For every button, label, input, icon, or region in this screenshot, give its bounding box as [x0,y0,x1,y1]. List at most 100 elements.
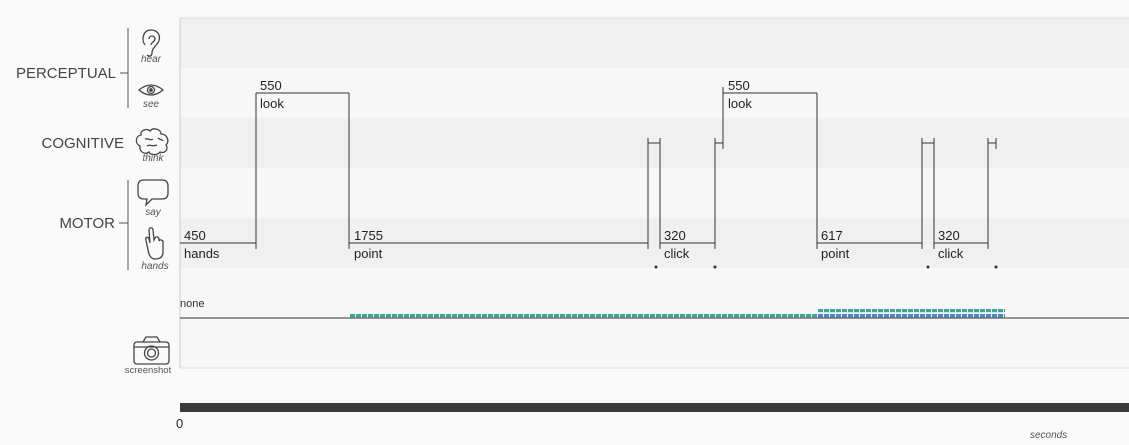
memory-chunk [854,314,859,318]
memory-chunk [896,314,901,318]
operator-look[interactable] [255,92,350,249]
memory-chunk [644,314,649,318]
operator-duration: 550 [260,78,282,93]
memory-chunk [866,309,871,313]
ear-icon [142,29,161,57]
memory-chunk [680,314,685,318]
memory-chunk [938,314,943,318]
operator-cognitive-attend[interactable] [715,87,724,149]
memory-chunk [980,309,985,313]
memory-chunk [422,314,427,318]
operator-cognitive-end[interactable] [988,138,997,149]
memory-chunk [866,314,871,318]
memory-chunk [818,309,823,313]
memory-chunk [542,314,547,318]
memory-chunk [986,314,991,318]
scrollbar-track[interactable] [180,403,1129,412]
memory-chunk [692,314,697,318]
memory-chunk [956,314,961,318]
operator-duration: 617 [821,228,843,243]
time-scrollbar[interactable] [180,403,1129,412]
operator-click[interactable] [660,138,716,249]
memory-chunk [356,314,361,318]
memory-chunk [758,314,763,318]
memory-chunk [554,314,559,318]
memory-chunk [530,314,535,318]
memory-chunk [794,314,799,318]
resource-icons: hear see think say hands [125,29,172,376]
memory-chunk [572,314,577,318]
operator-cognitive-initiate[interactable] [922,138,935,249]
memory-chunk [686,314,691,318]
memory-chunk [788,314,793,318]
memory-chunk [446,314,451,318]
memory-chunk [746,314,751,318]
camera-icon [133,336,170,365]
memory-chunk [926,314,931,318]
memory-chunk [818,314,823,318]
memory-chunk [842,314,847,318]
resource-see-label: see [143,99,160,110]
category-cognitive: COGNITIVE [41,135,124,152]
memory-chunk [650,314,655,318]
memory-chunk [470,314,475,318]
resource-think-label: think [142,153,164,164]
memory-chunk [494,314,499,318]
operator-click[interactable] [934,138,989,249]
category-labels: PERCEPTUAL COGNITIVE MOTOR [16,28,129,270]
memory-chunk [884,314,889,318]
memory-chunk [836,314,841,318]
memory-chunk [950,309,955,313]
operator-look[interactable] [723,92,818,249]
memory-chunk [800,314,805,318]
resource-hear-label: hear [141,54,162,65]
operator-point[interactable] [349,138,649,249]
memory-chunk [980,314,985,318]
memory-chunk [368,314,373,318]
memory-chunk [410,314,415,318]
resource-say-label: say [145,207,162,218]
memory-chunk [944,314,949,318]
memory-chunk [350,314,355,318]
memory-chunk [698,314,703,318]
memory-chunk-row-blue [818,314,1005,318]
operator-label: point [821,246,850,261]
memory-chunk [872,314,877,318]
event-dot [654,265,658,269]
memory-chunk [896,309,901,313]
memory-chunk [914,309,919,313]
memory-chunk [704,314,709,318]
memory-chunk [902,309,907,313]
memory-chunk [998,309,1003,313]
memory-chunk [890,309,895,313]
memory-chunk [776,314,781,318]
memory-chunk [782,314,787,318]
speech-bubble-icon [137,179,169,207]
memory-chunk [440,314,445,318]
memory-chunk [500,314,505,318]
memory-chunk [632,314,637,318]
operator-cognitive-initiate[interactable] [648,138,661,249]
operator-label: click [938,246,964,261]
event-dot [926,265,930,269]
operator-duration: 450 [184,228,206,243]
memory-chunk [380,314,385,318]
memory-chunk [620,314,625,318]
memory-chunk [560,314,565,318]
memory-chunk [992,309,997,313]
memory-chunk [464,314,469,318]
resource-screenshot-label: screenshot [125,365,172,376]
memory-chunk [848,314,853,318]
memory-chunk [374,314,379,318]
time-origin-label: 0 [176,416,183,431]
operator-point[interactable] [817,138,923,249]
lane-say [180,168,1129,218]
memory-chunk [674,314,679,318]
memory-chunk [566,314,571,318]
memory-chunk [974,314,979,318]
memory-chunk [878,314,883,318]
operator-duration: 550 [728,78,750,93]
memory-chunk [764,314,769,318]
memory-chunk [752,314,757,318]
memory-chunk [860,314,865,318]
